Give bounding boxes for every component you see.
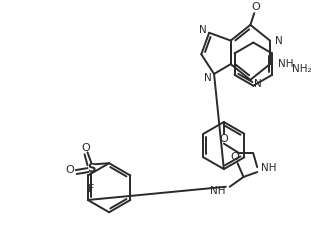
Text: O: O: [252, 2, 260, 12]
Text: N: N: [200, 25, 207, 35]
Text: O: O: [230, 152, 239, 162]
Text: F: F: [88, 184, 95, 194]
Text: NH: NH: [261, 163, 277, 173]
Text: O: O: [81, 143, 90, 152]
Text: O: O: [219, 134, 228, 144]
Text: NH: NH: [278, 59, 293, 69]
Text: N: N: [204, 73, 212, 83]
Text: N: N: [275, 36, 283, 46]
Text: NH₂: NH₂: [292, 64, 311, 74]
Text: S: S: [87, 162, 96, 175]
Text: N: N: [254, 79, 262, 89]
Text: NH: NH: [210, 186, 226, 196]
Text: O: O: [66, 165, 74, 175]
